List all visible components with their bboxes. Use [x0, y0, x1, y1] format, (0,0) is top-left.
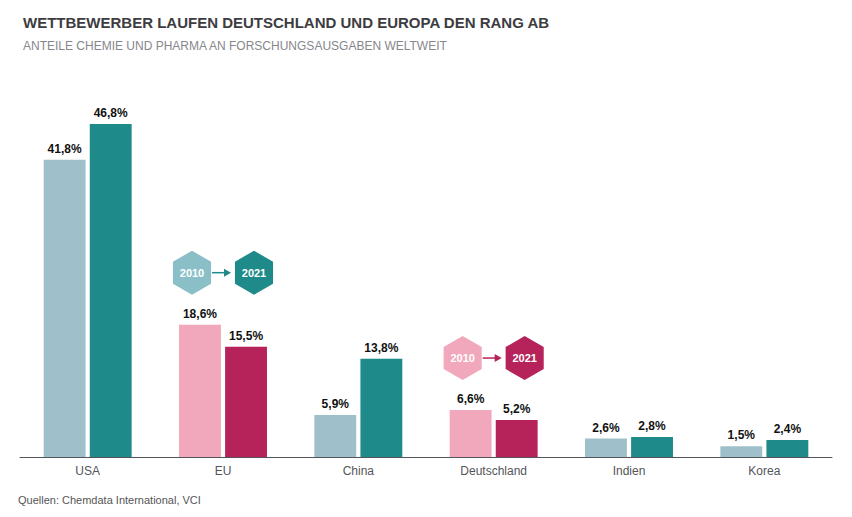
- svg-text:5,9%: 5,9%: [322, 397, 350, 411]
- svg-text:Indien: Indien: [613, 464, 646, 478]
- svg-text:WETTBEWERBER LAUFEN DEUTSCHLAN: WETTBEWERBER LAUFEN DEUTSCHLAND UND EURO…: [23, 14, 549, 31]
- svg-text:15,5%: 15,5%: [229, 329, 263, 343]
- svg-text:2,6%: 2,6%: [592, 421, 620, 435]
- svg-text:2010: 2010: [450, 352, 474, 364]
- svg-text:Korea: Korea: [748, 464, 780, 478]
- svg-text:China: China: [343, 464, 375, 478]
- svg-text:2021: 2021: [512, 352, 536, 364]
- svg-text:2,4%: 2,4%: [774, 422, 802, 436]
- svg-text:EU: EU: [215, 464, 232, 478]
- svg-text:6,6%: 6,6%: [457, 392, 485, 406]
- svg-text:5,2%: 5,2%: [503, 402, 531, 416]
- svg-text:2021: 2021: [242, 267, 266, 279]
- svg-text:18,6%: 18,6%: [183, 307, 217, 321]
- svg-text:41,8%: 41,8%: [48, 142, 82, 156]
- svg-text:USA: USA: [75, 464, 100, 478]
- svg-text:Deutschland: Deutschland: [460, 464, 527, 478]
- svg-text:1,5%: 1,5%: [728, 428, 756, 442]
- svg-text:2010: 2010: [180, 267, 204, 279]
- svg-text:2,8%: 2,8%: [638, 419, 666, 433]
- svg-text:Quellen: Chemdata Internationa: Quellen: Chemdata International, VCI: [18, 494, 201, 506]
- svg-text:13,8%: 13,8%: [364, 341, 398, 355]
- svg-text:46,8%: 46,8%: [94, 106, 128, 120]
- svg-text:ANTEILE CHEMIE UND PHARMA AN F: ANTEILE CHEMIE UND PHARMA AN FORSCHUNGSA…: [23, 39, 448, 53]
